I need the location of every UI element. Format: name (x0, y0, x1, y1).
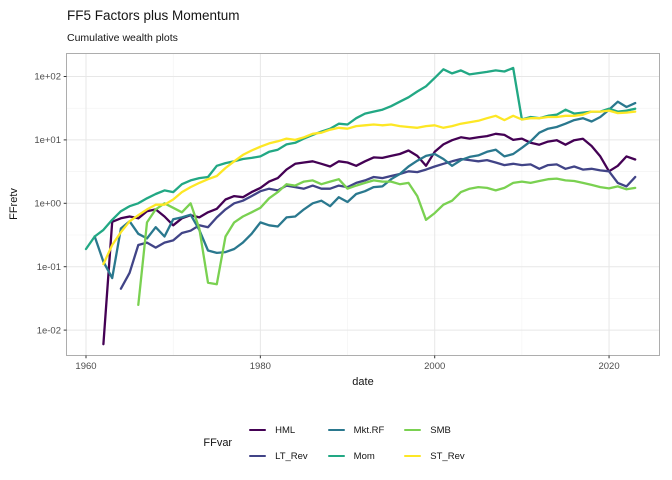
chart-subtitle: Cumulative wealth plots (67, 32, 178, 44)
legend-key-HML (249, 428, 267, 432)
x-tick-label: 1980 (250, 361, 271, 372)
axis-ticks (63, 76, 610, 359)
x-axis-title: date (352, 376, 374, 388)
y-tick-label: 1e-02 (37, 325, 61, 336)
legend-label-Mom: Mom (353, 450, 375, 462)
x-tick-label: 1960 (75, 361, 96, 372)
legend-item-ST_Rev: ST_Rev (404, 451, 468, 462)
series-line-ST_Rev (102, 109, 637, 266)
legend-key-ST_Rev (404, 454, 422, 458)
legend-title: FFvar (203, 437, 233, 449)
y-tick-label: 1e+01 (34, 135, 61, 146)
series-line-Mkt.RF (93, 100, 637, 280)
legend-key-SMB (404, 428, 422, 432)
series-line-SMB (137, 177, 637, 307)
legend-key-Mkt.RF (327, 428, 345, 432)
x-tick-label: 2020 (598, 361, 619, 372)
legend-label-Mkt.RF: Mkt.RF (353, 424, 385, 436)
legend-item-Mom: Mom (327, 450, 389, 462)
y-tick-label: 1e+00 (34, 199, 61, 210)
legend-item-Mkt.RF: Mkt.RF (327, 424, 389, 436)
series-lines (84, 66, 637, 346)
legend-label-LT_Rev: LT_Rev (275, 450, 308, 462)
legend-label-HML: HML (275, 424, 296, 436)
legend-item-HML: HML (249, 425, 312, 436)
y-tick-label: 1e-01 (37, 262, 61, 273)
y-tick-label: 1e+02 (34, 72, 61, 83)
legend-item-SMB: SMB (404, 425, 468, 436)
legend-label-ST_Rev: ST_Rev (430, 450, 465, 462)
chart-title: FF5 Factors plus Momentum (67, 8, 240, 23)
y-axis-title: FFretv (8, 188, 20, 220)
legend-label-SMB: SMB (430, 424, 451, 436)
legend-key-LT_Rev (249, 454, 267, 458)
panel-border (66, 53, 660, 356)
legend: FFvar HML LT_Rev Mkt.RF Mom SMB ST_Rev (0, 417, 672, 469)
x-tick-label: 2000 (424, 361, 445, 372)
axis-tick-labels: 1960 1980 2000 2020 1e+02 1e+01 1e+00 1e-01 1e-0… (34, 72, 619, 372)
series-line-LT_Rev (119, 157, 637, 290)
legend-item-LT_Rev: LT_Rev (249, 451, 312, 462)
legend-grid: HML LT_Rev Mkt.RF Mom SMB ST_Rev (249, 417, 469, 469)
legend-key-Mom (327, 454, 345, 458)
